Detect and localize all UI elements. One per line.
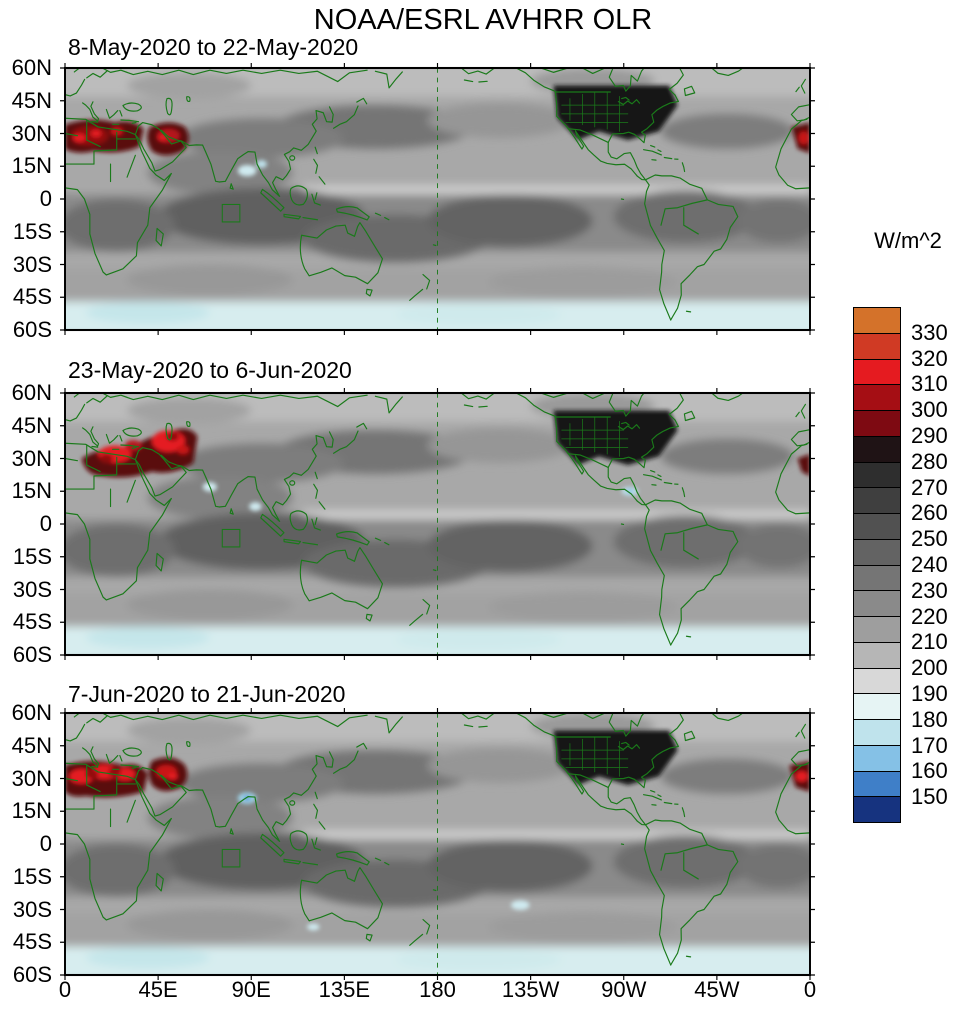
y-tick-label: 45N (11, 412, 52, 438)
colorbar-tick-label: 250 (911, 526, 948, 552)
colorbar-segment (854, 667, 900, 694)
x-tick-label: 135W (501, 977, 560, 1002)
y-tick-label: 0 (39, 831, 52, 856)
y-tick-label: 45S (12, 929, 52, 955)
y-tick-label: 45S (12, 284, 52, 310)
colorbar-tick-label: 300 (911, 397, 948, 423)
colorbar-segment (854, 308, 900, 333)
olr-map-1 (58, 61, 817, 337)
colorbar-tick-label: 270 (911, 474, 948, 500)
y-tick-label: 15N (11, 798, 52, 824)
colorbar-tick-label: 200 (911, 655, 948, 681)
y-tick-label: 60N (11, 55, 52, 80)
panel-1-date-range: 8-May-2020 to 22-May-2020 (68, 34, 359, 60)
x-tick-label: 45W (694, 977, 740, 1002)
colorbar-segment (854, 796, 900, 822)
colorbar-units-label: W/m^2 (874, 228, 942, 253)
colorbar-segment (854, 641, 900, 668)
x-tick-label: 90E (231, 977, 271, 1002)
panel-3-y-axis: 60N 45N 30N 15N 0 15S 30S 45S 60S (0, 701, 58, 987)
colorbar-swatches (853, 307, 901, 823)
page-title: NOAA/ESRL AVHRR OLR (313, 4, 653, 36)
colorbar-tick-label: 160 (911, 758, 948, 784)
colorbar-segment (854, 435, 900, 462)
y-tick-label: 45N (11, 732, 52, 758)
y-tick-label: 0 (39, 511, 52, 536)
colorbar-tick-label: 180 (911, 706, 948, 732)
colorbar-tick-label: 290 (911, 423, 948, 448)
y-tick-label: 30N (11, 765, 52, 791)
colorbar-tick-label: 230 (911, 577, 948, 603)
colorbar-segment (854, 719, 900, 745)
colorbar-segment (854, 487, 900, 513)
y-tick-label: 30S (12, 251, 52, 277)
olr-map-2 (58, 386, 817, 662)
x-tick-label: 0 (803, 977, 817, 1002)
y-tick-label: 0 (39, 186, 52, 211)
y-tick-label: 15N (11, 153, 52, 179)
panel-1-y-axis: 60N 45N 30N 15N 0 15S 30S 45S 60S (0, 56, 58, 342)
colorbar-segment (854, 513, 900, 539)
y-tick-label: 30N (11, 445, 52, 471)
x-tick-label: 0 (58, 977, 72, 1002)
colorbar-tick-label: 170 (911, 732, 948, 758)
colorbar-segment (854, 564, 900, 591)
colorbar-segment (854, 538, 900, 565)
x-tick-label: 45E (138, 977, 178, 1002)
panel-2-y-axis: 60N 45N 30N 15N 0 15S 30S 45S 60S (0, 381, 58, 667)
colorbar-segment (854, 461, 900, 488)
colorbar-tick-label: 220 (911, 603, 948, 629)
y-tick-label: 60S (12, 642, 52, 667)
y-tick-label: 15S (12, 218, 52, 244)
y-tick-label: 30S (12, 896, 52, 922)
colorbar-tick-label: 320 (911, 345, 948, 371)
x-axis: 0 45E 90E 135E 180 135W 90W 45W 0 (59, 977, 816, 1005)
map-panel-1 (58, 61, 817, 337)
colorbar-segment (854, 332, 900, 359)
colorbar: 330 320 310 300 290 280 270 260 250 240 230 220 210 2… (853, 307, 966, 823)
y-tick-label: 15S (12, 863, 52, 889)
colorbar-segment (854, 590, 900, 616)
panel-2-date-range: 23-May-2020 to 6-Jun-2020 (68, 357, 352, 383)
y-tick-label: 60S (12, 317, 52, 342)
colorbar-tick-label: 240 (911, 552, 948, 577)
colorbar-segment (854, 358, 900, 385)
colorbar-tick-label: 330 (911, 319, 948, 345)
y-tick-label: 30N (11, 120, 52, 146)
y-tick-label: 30S (12, 576, 52, 602)
colorbar-segment (854, 616, 900, 642)
y-tick-label: 60N (11, 380, 52, 405)
y-tick-label: 45N (11, 87, 52, 113)
y-tick-label: 15S (12, 543, 52, 569)
map-panel-3 (58, 706, 817, 982)
colorbar-tick-label: 310 (911, 371, 948, 397)
colorbar-tick-label: 150 (911, 784, 948, 810)
olr-map-3 (58, 706, 817, 982)
colorbar-segment (854, 693, 900, 719)
map-panel-2 (58, 386, 817, 662)
y-tick-label: 15N (11, 478, 52, 504)
y-tick-label: 45S (12, 609, 52, 635)
x-tick-label: 180 (419, 977, 456, 1002)
colorbar-segment (854, 770, 900, 797)
y-tick-label: 60S (12, 962, 52, 987)
colorbar-segment (854, 744, 900, 771)
y-tick-label: 60N (11, 700, 52, 725)
colorbar-segment (854, 384, 900, 410)
panel-3-date-range: 7-Jun-2020 to 21-Jun-2020 (68, 681, 346, 707)
colorbar-tick-label: 210 (911, 629, 948, 655)
colorbar-tick-label: 260 (911, 500, 948, 526)
low-olr-cyan-regions (237, 160, 267, 177)
colorbar-tick-label: 190 (911, 681, 948, 706)
high-olr-red-regions (65, 757, 810, 798)
x-tick-label: 90W (601, 977, 647, 1002)
colorbar-segment (854, 410, 900, 436)
x-tick-label: 135E (318, 977, 371, 1002)
colorbar-tick-label: 280 (911, 448, 948, 474)
